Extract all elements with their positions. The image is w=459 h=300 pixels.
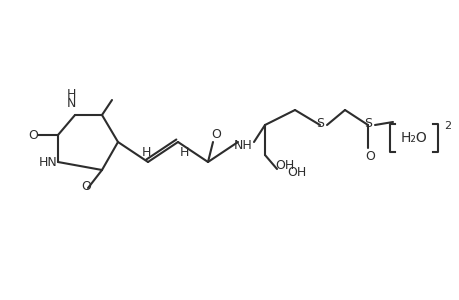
Text: S: S [363, 116, 371, 130]
Text: N: N [66, 97, 76, 110]
Text: S: S [315, 116, 323, 130]
Text: HN: HN [39, 155, 57, 169]
Text: OH: OH [274, 158, 294, 172]
Text: O: O [364, 149, 374, 163]
Text: OH: OH [286, 167, 306, 179]
Text: H₂O: H₂O [400, 131, 426, 145]
Text: O: O [28, 128, 38, 142]
Text: H: H [141, 146, 151, 158]
Text: H: H [66, 88, 76, 100]
Text: 2: 2 [443, 121, 450, 131]
Text: H: H [179, 146, 188, 158]
Text: O: O [211, 128, 220, 140]
Text: O: O [81, 179, 91, 193]
Text: NH: NH [233, 139, 252, 152]
